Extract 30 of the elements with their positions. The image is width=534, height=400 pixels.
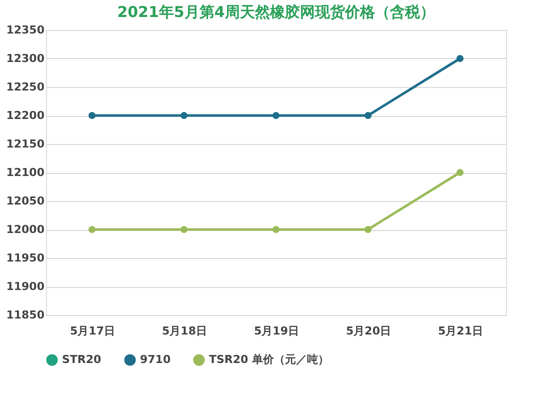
x-tick-label: 5月20日 — [346, 324, 391, 338]
y-tick-label: 12000 — [6, 223, 45, 236]
point — [272, 112, 280, 120]
x-tick-label: 5月21日 — [438, 324, 483, 338]
point — [456, 54, 464, 62]
y-tick-label: 11850 — [6, 308, 45, 322]
x-tick-label: 5月18日 — [162, 324, 207, 338]
point — [180, 226, 188, 234]
y-tick-label: 12250 — [6, 80, 45, 94]
chart-title: 2021年5月第4周天然橡胶网现货价格（含税） — [117, 3, 435, 21]
y-tick-label: 12150 — [6, 138, 45, 150]
y-tick-label: 12350 — [6, 24, 45, 36]
y-tick-label: 12200 — [6, 109, 45, 122]
legend-label: TSR20 单价（元／吨） — [209, 353, 330, 366]
y-tick-label: 11950 — [6, 252, 45, 264]
y-tick-label: 11900 — [6, 280, 45, 293]
y-tick-label: 12100 — [6, 166, 45, 179]
point — [88, 226, 96, 234]
point — [456, 168, 464, 176]
legend-label: STR20 — [62, 353, 102, 366]
y-tick-label: 12050 — [6, 194, 45, 208]
legend-label: 9710 — [140, 353, 171, 366]
point — [180, 112, 188, 120]
point — [364, 226, 372, 234]
x-tick-label: 5月19日 — [254, 324, 299, 338]
y-tick-label: 12300 — [6, 52, 45, 65]
point — [88, 112, 96, 120]
point — [272, 226, 280, 234]
point — [364, 112, 372, 120]
x-tick-label: 5月17日 — [70, 324, 115, 338]
